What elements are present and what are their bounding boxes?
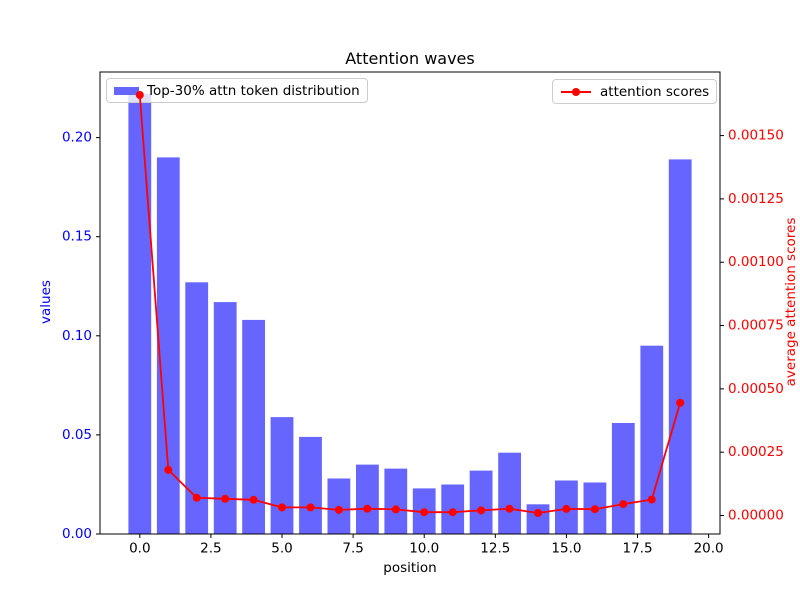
line-marker-swatch-icon [561,87,591,96]
x-tick-label: 17.5 [622,541,652,557]
line-marker [619,500,628,509]
legend-bar-series: Top-30% attn token distribution [106,78,368,103]
line-marker [647,495,656,504]
bar [270,417,294,534]
right-tick-label: 0.00075 [728,318,784,334]
bar [156,157,180,534]
left-y-axis-label: values [38,280,54,324]
right-tick-label: 0.00100 [728,254,784,270]
left-tick-label: 0.15 [62,229,92,245]
legend-bar-label: Top-30% attn token distribution [147,82,360,99]
x-axis-label: position [383,560,437,576]
legend-line-label: attention scores [600,83,710,100]
line-marker [420,508,429,517]
line-marker [590,505,599,514]
bar [498,452,521,534]
x-tick-label: 0.0 [129,541,150,557]
right-tick-label: 0.00000 [728,508,784,524]
line-marker [334,505,343,514]
left-tick-label: 0.10 [62,328,92,344]
right-tick-label: 0.00125 [728,191,784,207]
right-tick-label: 0.00050 [728,381,784,397]
bar [668,159,692,534]
left-tick-label: 0.20 [62,130,92,146]
line-marker [306,503,315,512]
axes-spines [99,71,721,535]
line-marker [676,398,685,407]
bar [128,94,152,534]
x-tick-label: 5.0 [271,541,292,557]
bar [469,470,493,534]
line-marker [249,495,258,504]
x-tick-label: 2.5 [200,541,221,557]
bar [384,468,408,534]
line-marker [363,504,372,513]
line-marker [164,465,173,474]
line-marker [448,508,457,517]
bar [611,423,635,534]
chart-title: Attention waves [345,49,475,68]
x-tick-label: 10.0 [409,541,439,557]
bar [356,464,379,534]
legend-line-series: attention scores [552,79,718,104]
right-tick-label: 0.00150 [728,128,784,144]
line-marker [192,493,201,502]
x-tick-label: 12.5 [480,541,510,557]
left-tick-label: 0.05 [62,427,92,443]
bar [242,319,265,534]
line-marker [278,503,286,512]
bar [640,345,664,534]
x-tick-label: 20.0 [694,541,724,557]
line-marker [135,91,144,99]
x-tick-label: 15.0 [551,541,581,557]
x-tick-label: 7.5 [342,541,363,557]
attention-line [138,94,682,514]
line-marker [477,506,486,515]
line-marker [221,494,230,503]
bar [299,436,322,534]
line-marker [534,509,542,517]
left-tick-label: 0.00 [62,526,92,542]
line-marker [391,505,400,514]
bar [213,302,237,534]
bar [185,282,209,534]
right-y-axis-label: average attention scores [783,217,799,387]
right-tick-label: 0.00025 [728,444,784,460]
line-marker [505,504,514,513]
line-marker [562,504,571,513]
bar-swatch-icon [114,86,139,95]
